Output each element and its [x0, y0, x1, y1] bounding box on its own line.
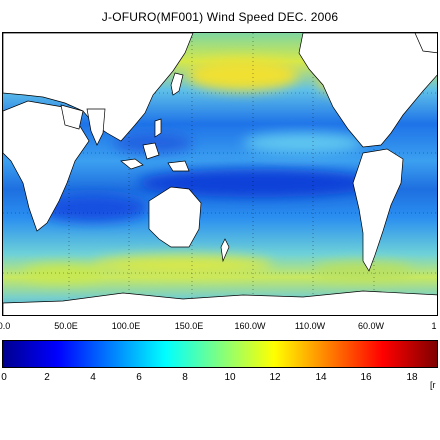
colorbar-tick-0: 0: [1, 372, 7, 383]
colorbar-tick-8: 8: [182, 372, 188, 383]
lon-label-50e: 50.0E: [54, 321, 78, 331]
south-america: [352, 148, 404, 272]
north-america: [298, 33, 437, 148]
colorbar-tick-2: 2: [44, 372, 50, 383]
colorbar-tick-4: 4: [90, 372, 96, 383]
lon-label-150e: 150.0E: [174, 321, 204, 331]
eurasia: [3, 33, 194, 142]
colorbar-tick-10: 10: [224, 372, 236, 383]
arabia: [60, 104, 84, 130]
borneo: [142, 142, 160, 160]
land-masses: [3, 33, 437, 315]
colorbar-tick-6: 6: [136, 372, 142, 383]
lon-label-0: 0.0: [0, 321, 11, 331]
new-zealand: [220, 238, 230, 263]
map-canvas: [3, 33, 437, 315]
indonesia: [120, 158, 144, 170]
india: [86, 108, 106, 146]
colorbar: [2, 340, 438, 368]
map-title: J-OFURO(MF001) Wind Speed DEC. 2006: [101, 10, 339, 24]
antarctica: [3, 290, 437, 315]
colorbar-tick-12: 12: [269, 372, 281, 383]
philippines: [154, 118, 162, 138]
colorbar-tick-18: 18: [406, 372, 418, 383]
colorbar-units: [r: [430, 380, 436, 390]
new-guinea: [167, 160, 190, 172]
lon-label-edge: 1: [431, 321, 437, 331]
lon-label-60w: 60.0W: [357, 321, 385, 331]
lon-label-110w: 110.0W: [294, 321, 326, 331]
australia: [148, 186, 202, 248]
colorbar-tick-16: 16: [360, 372, 372, 383]
lon-label-100e: 100.0E: [111, 321, 141, 331]
wind-speed-map: [2, 32, 438, 316]
japan: [170, 72, 184, 96]
colorbar-tick-14: 14: [315, 372, 327, 383]
lon-label-160w: 160.0W: [234, 321, 266, 331]
greenland: [414, 33, 437, 54]
